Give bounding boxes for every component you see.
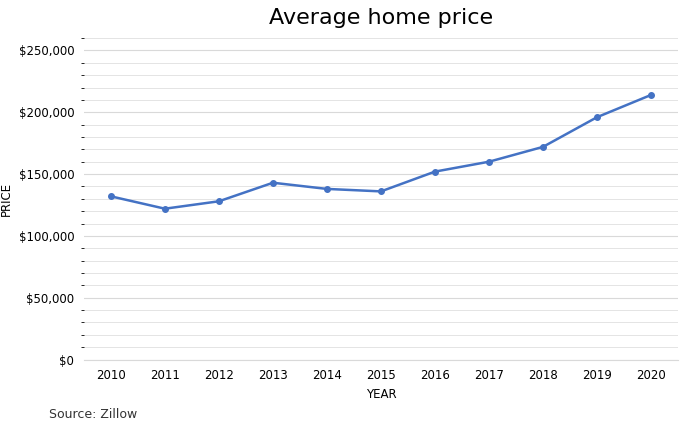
Text: Source: Zillow: Source: Zillow: [49, 408, 137, 421]
Y-axis label: PRICE: PRICE: [0, 182, 13, 216]
Title: Average home price: Average home price: [269, 8, 493, 28]
X-axis label: YEAR: YEAR: [366, 388, 396, 401]
